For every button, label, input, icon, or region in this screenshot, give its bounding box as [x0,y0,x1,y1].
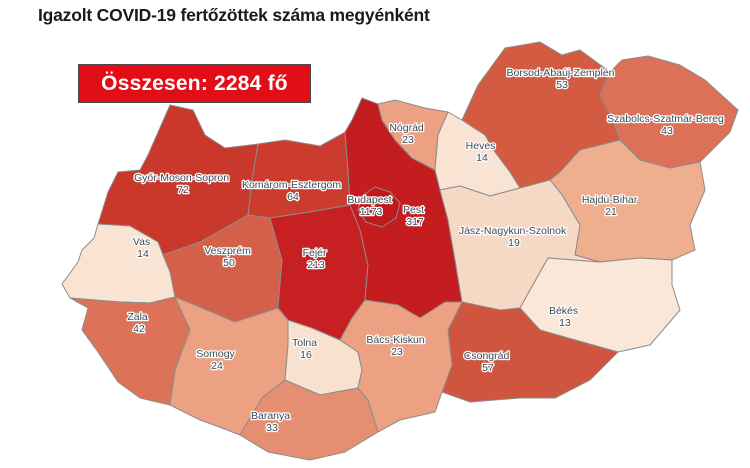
county-name: Borsod-Abaúj-Zemplén [507,67,615,79]
county-komarom-esztergom-label: Komárom-Esztergom 64 [242,179,344,203]
county-value: 57 [482,362,494,374]
county-value: 14 [137,248,149,260]
county-baranya-label: Baranya 33 [251,410,293,434]
county-budapest-label: Budapest 1173 [347,194,394,218]
county-value: 13 [559,317,571,329]
county-bacs-kiskun-label: Bács-Kiskun 23 [366,334,427,358]
county-value: 33 [266,422,278,434]
county-value: 72 [177,184,189,196]
county-bekes-label: Békés 13 [549,305,581,329]
county-labels: Győr-Moson-Sopron 72 Komárom-Esztergom 6… [126,66,727,436]
county-vas-label: Vas 14 [133,236,153,260]
county-value: 23 [391,346,403,358]
county-value: 23 [402,134,414,146]
county-szabolcs-szatmar-bereg-label: Szabolcs-Szatmár-Bereg 43 [607,113,727,137]
page-title: Igazolt COVID-19 fertőzöttek száma megyé… [38,5,430,25]
county-bacs-kiskun-shape [339,299,463,433]
county-name: Szabolcs-Szatmár-Bereg [607,113,724,125]
county-value: 50 [223,257,235,269]
county-name: Csongrád [464,350,510,362]
county-value: 1173 [360,206,383,218]
county-borsod-abauj-zemplen-label: Borsod-Abaúj-Zemplén 53 [507,67,618,91]
county-value: 43 [661,125,673,137]
county-komarom-esztergom-shape [247,131,351,219]
county-name: Hajdú-Bihar [582,194,638,206]
county-budapest-shape [357,186,401,228]
county-name: Tolna [292,337,317,349]
total-badge-text: Összesen: 2284 fő [101,71,288,95]
county-name: Veszprém [204,245,251,257]
county-name: Somogy [196,348,235,360]
county-name: Zala [127,311,148,323]
county-value: 14 [476,152,488,164]
county-name: Heves [466,140,496,152]
county-somogy-label: Somogy 24 [196,348,237,372]
county-name: Vas [133,236,150,248]
county-csongrad-label: Csongrád 57 [464,350,512,374]
county-value: 21 [605,206,617,218]
county-name: Győr-Moson-Sopron [134,172,229,184]
county-name: Pest [403,204,424,216]
county-name: Nógrád [389,122,424,134]
county-name: Fejér [303,247,327,259]
county-name: Komárom-Esztergom [242,179,341,191]
county-value: 19 [508,237,520,249]
county-gyor-moson-sopron-label: Győr-Moson-Sopron 72 [134,172,232,196]
county-value: 317 [406,216,424,228]
county-hajdu-bihar-label: Hajdú-Bihar 21 [582,194,640,218]
county-szabolcs-szatmar-bereg-shape [599,55,739,169]
county-jasz-nagykun-szolnok-label: Jász-Nagykun-Szolnok 19 [459,225,569,249]
county-pest-label: Pest 317 [403,204,427,228]
county-nograd-label: Nógrád 23 [389,122,426,146]
county-value: 24 [211,360,223,372]
county-name: Bács-Kiskun [366,334,425,346]
county-name: Jász-Nagykun-Szolnok [459,225,567,237]
county-name: Baranya [251,410,290,422]
county-jasz-nagykun-szolnok-shape [439,179,601,311]
county-value: 42 [133,323,145,335]
county-veszprem-label: Veszprém 50 [204,245,254,269]
county-name: Budapest [347,194,391,206]
county-value: 53 [556,79,568,91]
county-zala-label: Zala 42 [127,311,150,335]
county-shapes [61,41,739,461]
county-value: 16 [300,349,312,361]
county-baranya-shape [239,379,379,461]
county-tolna-label: Tolna 16 [292,337,320,361]
county-name: Békés [549,305,578,317]
county-heves-label: Heves 14 [466,140,499,164]
total-badge: Összesen: 2284 fő [78,64,311,103]
county-value: 213 [307,259,325,271]
county-fejer-label: Fejér 213 [303,247,330,271]
county-value: 64 [287,191,299,203]
